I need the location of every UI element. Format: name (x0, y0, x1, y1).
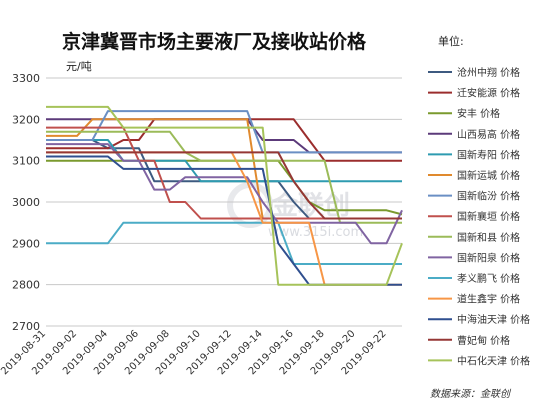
y-axis-ticks: 2700 2800 2900 3000 3100 3200 3300 (12, 72, 40, 333)
series-line-13 (46, 151, 402, 220)
watermark: 金联创 www.315i.com (227, 182, 363, 240)
legend-entry: 国新运城 价格 (457, 169, 520, 182)
legend-entry: 迁安能源 价格 (457, 87, 520, 100)
series-lines (46, 105, 403, 286)
x-axis-ticks: 2019-08-312019-09-022019-09-042019-09-06… (0, 328, 389, 377)
legend-entry: 曹妃甸 价格 (457, 334, 510, 347)
y-tick-label: 2800 (12, 279, 40, 292)
legend-entry: 孝义鹏飞 价格 (457, 272, 520, 285)
y-tick-label: 3200 (12, 113, 40, 126)
series-line-14 (46, 105, 403, 286)
series-line-9 (46, 143, 403, 245)
chart-title: 京津冀晋市场主要液厂及接收站价格 (62, 30, 367, 53)
y-tick-label: 3000 (12, 196, 40, 209)
unit-label: 单位: (438, 34, 464, 48)
series-line-10 (46, 221, 402, 265)
legend-entry: 中石化天津 价格 (457, 354, 530, 367)
legend-entry: 国新临汾 价格 (457, 190, 520, 203)
y-tick-label: 3300 (12, 72, 40, 85)
y-tick-label: 2700 (12, 320, 40, 333)
legend-entry: 国新寿阳 价格 (457, 148, 520, 161)
legend-entry: 安丰 价格 (457, 107, 500, 120)
legend-entry: 国新襄垣 价格 (457, 210, 520, 223)
watermark-url: www.315i.com (268, 225, 363, 240)
legend-entry: 沧州中翔 价格 (457, 66, 520, 79)
y-tick-label: 2900 (12, 237, 40, 250)
legend-entry: 国新和县 价格 (457, 231, 520, 244)
y-axis-label: 元/吨 (66, 60, 92, 73)
legend-entry: 中海油天津 价格 (457, 313, 530, 326)
legend-entry: 山西易高 价格 (457, 128, 520, 141)
legend-entry: 道生鑫宇 价格 (457, 293, 520, 306)
gridlines (46, 77, 402, 327)
watermark-brand: 金联创 (271, 190, 350, 221)
legend-entry: 国新阳泉 价格 (457, 251, 520, 264)
y-tick-label: 3100 (12, 155, 40, 168)
series-line-6 (46, 110, 402, 154)
series-line-4 (46, 139, 402, 183)
source-label: 数据来源：金联创 (430, 388, 512, 400)
